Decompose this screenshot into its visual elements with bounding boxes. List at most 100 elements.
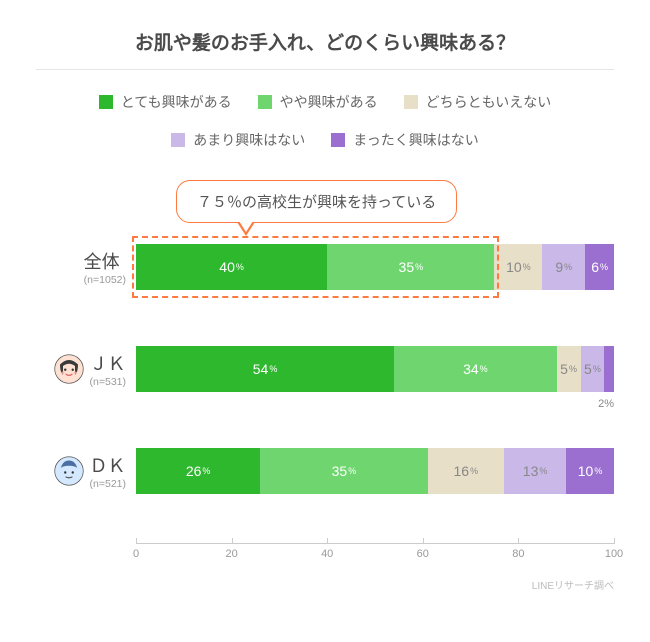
avatar-jk-icon xyxy=(54,354,84,384)
avatar-icon xyxy=(54,456,84,486)
segment-unit: % xyxy=(593,364,601,374)
segment-unit: % xyxy=(523,262,531,272)
segment-value: 5 xyxy=(584,361,592,377)
legend-swatch xyxy=(331,133,345,147)
segment-value: 10 xyxy=(506,259,522,275)
external-value-label: 2% xyxy=(598,398,614,410)
chart-row: 全体(n=1052)40%35%10%9%6% xyxy=(36,237,614,297)
legend: とても興味がある やや興味がある どちらともいえないあまり興味はない まったく興味はな… xyxy=(36,92,614,150)
callout-tail-icon xyxy=(237,222,255,236)
callout-bubble: ７５％の高校生が興味を持っている xyxy=(176,180,457,223)
legend-item: やや興味がある xyxy=(258,92,378,112)
bar-segment: 10% xyxy=(494,244,542,290)
row-label: ＪＫ(n=531) xyxy=(36,350,136,388)
axis-tick xyxy=(518,538,519,544)
bar-segment: 5% xyxy=(557,346,581,392)
segment-unit: % xyxy=(539,466,547,476)
row-label-main: 全体 xyxy=(84,248,126,274)
bar-segment xyxy=(604,346,614,392)
bar-segment: 34% xyxy=(394,346,557,392)
segment-unit: % xyxy=(480,364,488,374)
segment-value: 35 xyxy=(332,463,348,479)
axis-tick xyxy=(423,538,424,544)
row-label: 全体(n=1052) xyxy=(36,248,136,286)
bar-segment: 26% xyxy=(136,448,260,494)
segment-value: 40 xyxy=(219,259,235,275)
segment-value: 26 xyxy=(186,463,202,479)
row-label-n: (n=531) xyxy=(90,376,126,388)
segment-value: 13 xyxy=(523,463,539,479)
row-label-text: ＪＫ(n=531) xyxy=(90,350,126,388)
axis-tick xyxy=(614,538,615,544)
legend-swatch xyxy=(99,95,113,109)
chart-area: 全体(n=1052)40%35%10%9%6% ＪＫ(n=531)54%34%5… xyxy=(36,237,614,501)
bar-segment: 54% xyxy=(136,346,394,392)
segment-unit: % xyxy=(269,364,277,374)
bar-area: 40%35%10%9%6% xyxy=(136,244,614,290)
bar-segment: 5% xyxy=(581,346,605,392)
legend-item: どちらともいえない xyxy=(404,92,552,112)
avatar-dk-icon xyxy=(54,456,84,486)
axis-tick xyxy=(136,538,137,544)
segment-value: 9 xyxy=(555,259,563,275)
segment-value: 35 xyxy=(399,259,415,275)
chart-title: お肌や髪のお手入れ、どのくらい興味ある？ xyxy=(36,28,614,70)
stacked-bar: 40%35%10%9%6% xyxy=(136,244,614,290)
row-label-n: (n=521) xyxy=(90,478,126,490)
axis-tick xyxy=(232,538,233,544)
segment-value: 34 xyxy=(463,361,479,377)
row-label-main: ＪＫ xyxy=(90,350,126,376)
legend-item: とても興味がある xyxy=(99,92,232,112)
bar-segment: 6% xyxy=(585,244,614,290)
segment-unit: % xyxy=(569,364,577,374)
bar-area: 54%34%5%5%2% xyxy=(136,346,614,392)
axis-tick-label: 0 xyxy=(133,548,139,560)
segment-unit: % xyxy=(348,466,356,476)
legend-label: どちらともいえない xyxy=(426,92,552,112)
stacked-bar: 26%35%16%13%10% xyxy=(136,448,614,494)
legend-label: やや興味がある xyxy=(280,92,378,112)
segment-unit: % xyxy=(236,262,244,272)
axis-tick-label: 80 xyxy=(512,548,524,560)
bar-segment: 9% xyxy=(542,244,585,290)
legend-label: まったく興味はない xyxy=(353,130,478,150)
bar-segment: 35% xyxy=(260,448,427,494)
axis-tick-label: 20 xyxy=(225,548,237,560)
bar-segment: 16% xyxy=(428,448,504,494)
row-label-n: (n=1052) xyxy=(84,274,126,286)
legend-item: あまり興味はない xyxy=(171,130,305,150)
callout-wrap: ７５％の高校生が興味を持っている xyxy=(136,180,614,223)
segment-unit: % xyxy=(564,262,572,272)
segment-unit: % xyxy=(415,262,423,272)
row-label-main: ＤＫ xyxy=(90,452,126,478)
segment-unit: % xyxy=(600,262,608,272)
legend-swatch xyxy=(404,95,418,109)
axis-tick xyxy=(327,538,328,544)
bar-segment: 10% xyxy=(566,448,614,494)
legend-swatch xyxy=(171,133,185,147)
row-label-text: ＤＫ(n=521) xyxy=(90,452,126,490)
axis-tick-label: 40 xyxy=(321,548,333,560)
bar-area: 26%35%16%13%10% xyxy=(136,448,614,494)
axis-tick-label: 60 xyxy=(417,548,429,560)
segment-unit: % xyxy=(594,466,602,476)
segment-value: 6 xyxy=(591,259,599,275)
legend-swatch xyxy=(258,95,272,109)
segment-value: 54 xyxy=(253,361,269,377)
row-label-text: 全体(n=1052) xyxy=(84,248,126,286)
segment-value: 16 xyxy=(454,463,470,479)
legend-label: あまり興味はない xyxy=(193,130,305,150)
bar-segment: 40% xyxy=(136,244,327,290)
segment-value: 5 xyxy=(560,361,568,377)
source-footer: LINEリサーチ調べ xyxy=(36,577,614,592)
bar-segment: 35% xyxy=(327,244,494,290)
legend-label: とても興味がある xyxy=(121,92,232,112)
axis-tick-label: 100 xyxy=(605,548,623,560)
legend-item: まったく興味はない xyxy=(331,130,478,150)
segment-value: 10 xyxy=(578,463,594,479)
avatar-icon xyxy=(54,354,84,384)
x-axis: 020406080100 xyxy=(136,543,614,567)
chart-row: ＤＫ(n=521)26%35%16%13%10% xyxy=(36,441,614,501)
chart-row: ＪＫ(n=531)54%34%5%5%2% xyxy=(36,339,614,399)
stacked-bar: 54%34%5%5% xyxy=(136,346,614,392)
